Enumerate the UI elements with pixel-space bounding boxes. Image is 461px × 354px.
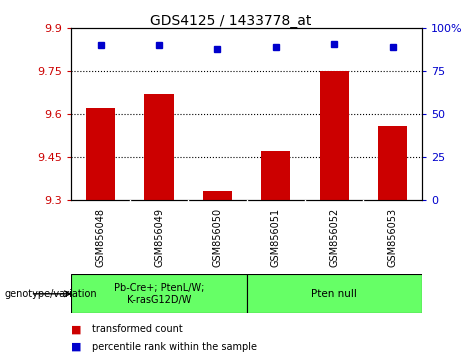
Bar [86, 108, 115, 200]
Text: GSM856048: GSM856048 [95, 208, 106, 267]
Text: GSM856053: GSM856053 [388, 207, 398, 267]
Text: Pten null: Pten null [311, 289, 357, 299]
Bar [261, 152, 290, 200]
Text: transformed count: transformed count [92, 324, 183, 334]
Text: GSM856051: GSM856051 [271, 207, 281, 267]
Bar [378, 126, 407, 200]
Text: genotype/variation: genotype/variation [5, 289, 97, 299]
Bar [319, 71, 349, 200]
Bar [203, 192, 232, 200]
Text: GDS4125 / 1433778_at: GDS4125 / 1433778_at [150, 14, 311, 28]
Text: Pb-Cre+; PtenL/W;
K-rasG12D/W: Pb-Cre+; PtenL/W; K-rasG12D/W [114, 283, 204, 305]
Bar [144, 94, 174, 200]
Text: GSM856049: GSM856049 [154, 208, 164, 267]
Text: percentile rank within the sample: percentile rank within the sample [92, 342, 257, 352]
Text: GSM856050: GSM856050 [213, 207, 223, 267]
Text: ■: ■ [71, 324, 82, 334]
Text: ■: ■ [71, 342, 82, 352]
Text: GSM856052: GSM856052 [329, 207, 339, 267]
Bar [247, 274, 422, 313]
Bar [71, 274, 247, 313]
